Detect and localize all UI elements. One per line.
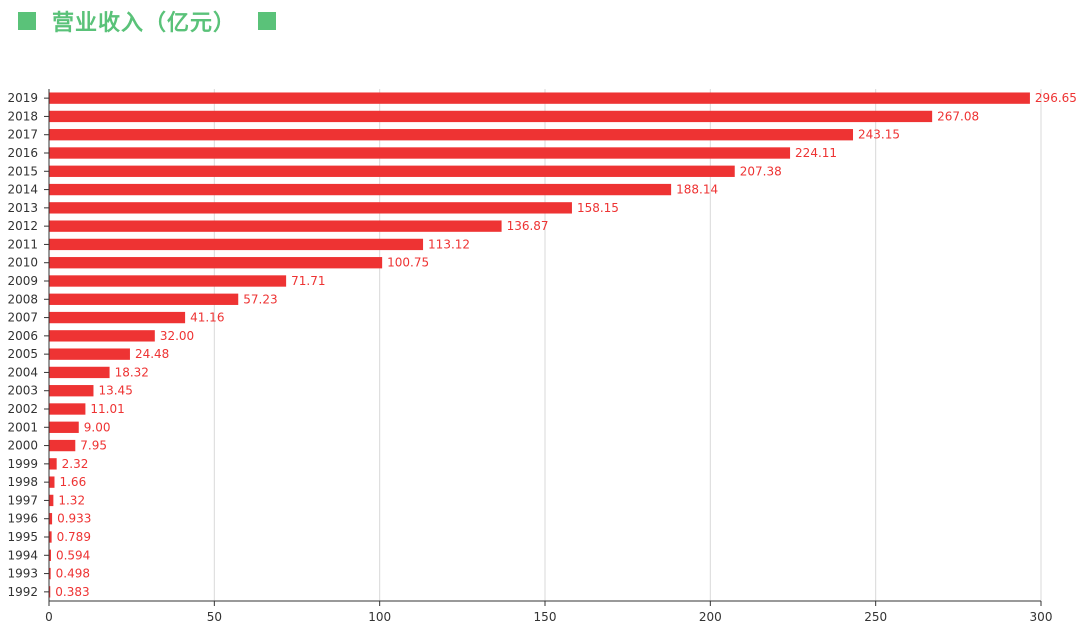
x-tick-label: 200 (699, 610, 722, 624)
data-label: 224.11 (795, 146, 837, 160)
bar (49, 458, 57, 470)
y-tick-label: 2004 (7, 365, 38, 379)
y-tick-label: 2019 (7, 91, 38, 105)
data-label: 136.87 (507, 219, 549, 233)
y-tick-label: 2000 (7, 439, 38, 453)
bar (49, 92, 1030, 104)
data-label: 100.75 (387, 256, 429, 270)
y-tick-label: 2002 (7, 402, 38, 416)
data-label: 24.48 (135, 347, 169, 361)
bar (49, 476, 55, 488)
x-tick-label: 250 (864, 610, 887, 624)
y-tick-label: 2012 (7, 219, 38, 233)
x-tick-label: 0 (45, 610, 53, 624)
y-tick-label: 2001 (7, 420, 38, 434)
bar (49, 129, 854, 141)
bar (49, 421, 79, 433)
y-tick-label: 2013 (7, 201, 38, 215)
y-tick-label: 2011 (7, 237, 38, 251)
bar (49, 586, 51, 598)
y-tick-label: 2005 (7, 347, 38, 361)
legend-swatch-left[interactable] (18, 12, 36, 30)
data-label: 7.95 (80, 439, 107, 453)
bar (49, 220, 502, 232)
bar (49, 202, 572, 214)
y-tick-label: 2015 (7, 164, 38, 178)
data-label: 188.14 (676, 183, 718, 197)
bar (49, 385, 94, 397)
bar (49, 183, 672, 196)
bar (49, 348, 130, 360)
bar (49, 366, 110, 379)
y-tick-label: 2007 (7, 311, 38, 325)
bar (49, 165, 735, 177)
data-label: 0.789 (57, 530, 91, 544)
data-label: 243.15 (858, 128, 900, 142)
y-tick-label: 1998 (7, 475, 38, 489)
data-label: 41.16 (190, 311, 224, 325)
bar (49, 147, 791, 159)
x-tick-label: 150 (534, 610, 557, 624)
data-label: 13.45 (98, 384, 132, 398)
y-tick-label: 1995 (7, 530, 38, 544)
y-tick-label: 1997 (7, 493, 38, 507)
data-label: 0.594 (56, 548, 90, 562)
data-label: 267.08 (937, 109, 979, 123)
data-label: 0.933 (57, 512, 91, 526)
y-tick-label: 2010 (7, 256, 38, 270)
bar (49, 275, 287, 287)
data-label: 32.00 (160, 329, 194, 343)
x-tick-label: 300 (1030, 610, 1053, 624)
y-tick-label: 2003 (7, 384, 38, 398)
data-label: 1.66 (59, 475, 86, 489)
legend-swatch-right[interactable] (258, 12, 277, 30)
data-label: 1.32 (58, 493, 85, 507)
bar (49, 549, 51, 561)
bar (49, 293, 239, 305)
data-label: 11.01 (90, 402, 124, 416)
data-label: 18.32 (115, 365, 149, 379)
data-label: 9.00 (84, 420, 111, 434)
chart-title: 营业收入（亿元） (52, 11, 237, 36)
data-label: 113.12 (428, 237, 470, 251)
y-tick-label: 1996 (7, 512, 38, 526)
y-tick-label: 2014 (7, 183, 38, 197)
y-tick-label: 2016 (7, 146, 38, 160)
x-tick-label: 50 (207, 610, 222, 624)
y-tick-label: 2017 (7, 128, 38, 142)
data-label: 0.383 (55, 585, 89, 599)
y-tick-label: 2018 (7, 109, 38, 123)
bar (49, 257, 383, 269)
bar (49, 403, 86, 415)
chart-header: 营业收入（亿元） (18, 6, 277, 36)
data-label: 71.71 (291, 274, 325, 288)
bar (49, 531, 52, 543)
bar (49, 567, 51, 580)
bar (49, 330, 155, 342)
data-label: 296.65 (1035, 91, 1077, 105)
y-tick-label: 2006 (7, 329, 38, 343)
bar (49, 513, 53, 525)
data-label: 2.32 (62, 457, 89, 471)
data-label: 0.498 (56, 567, 90, 581)
y-tick-label: 1993 (7, 567, 38, 581)
y-tick-label: 1999 (7, 457, 38, 471)
bar (49, 238, 424, 251)
y-tick-label: 1994 (7, 548, 38, 562)
x-tick-label: 100 (368, 610, 391, 624)
bar (49, 311, 186, 324)
y-tick-label: 2009 (7, 274, 38, 288)
y-tick-label: 1992 (7, 585, 38, 599)
data-label: 207.38 (740, 164, 782, 178)
bar (49, 494, 54, 507)
y-tick-label: 2008 (7, 292, 38, 306)
data-label: 57.23 (243, 292, 277, 306)
bar (49, 110, 933, 123)
data-label: 158.15 (577, 201, 619, 215)
bar (49, 439, 76, 452)
